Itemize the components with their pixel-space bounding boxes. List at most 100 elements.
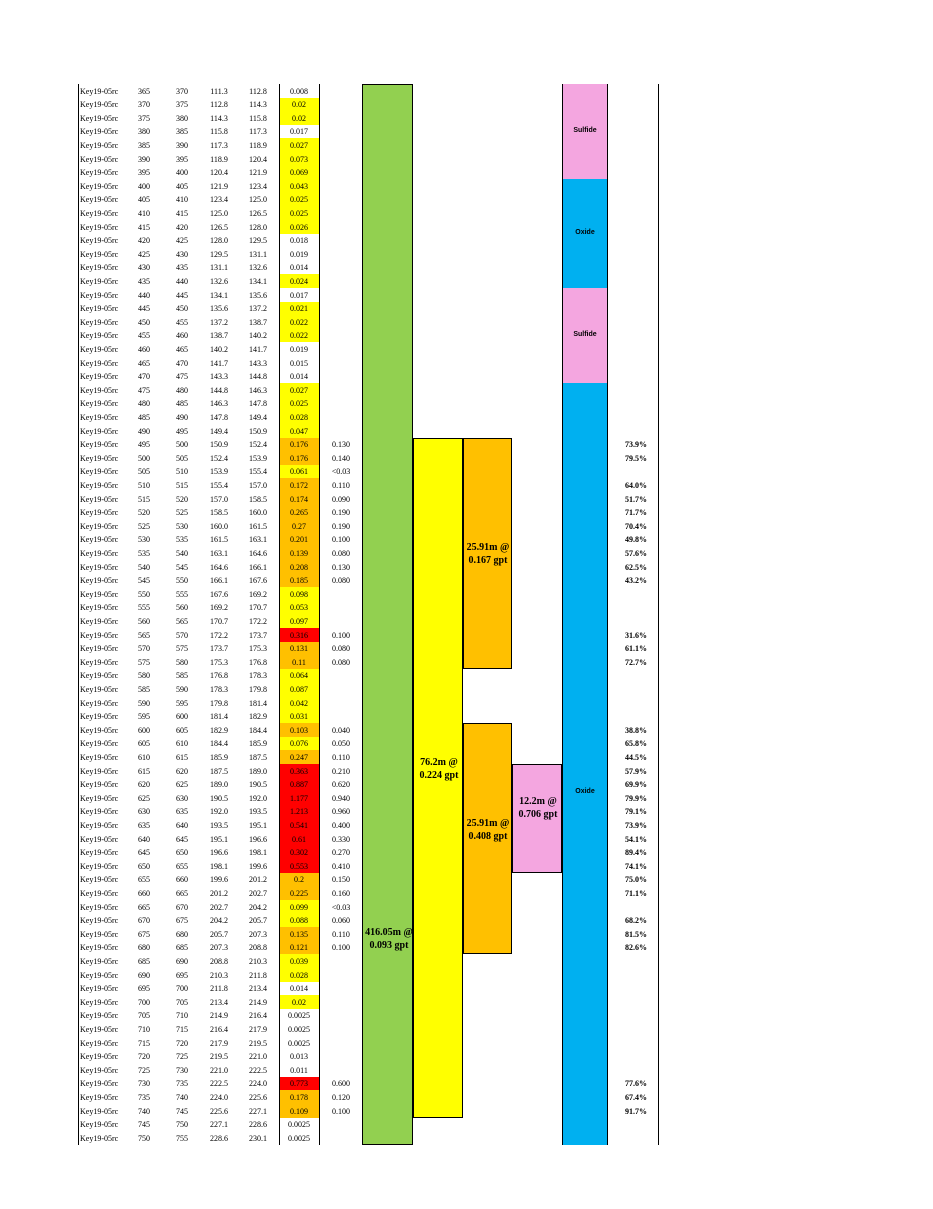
cell-hole-id: Key19-05rc xyxy=(80,943,119,953)
cell-from-ft: 505 xyxy=(138,467,150,477)
cell-au-grade: 0.225 xyxy=(290,888,308,898)
cell-to-ft: 700 xyxy=(176,984,188,994)
au-grade-fill xyxy=(279,709,319,724)
au-grade-fill xyxy=(279,573,319,588)
cell-au-cyanide: 0.080 xyxy=(332,657,350,667)
cell-from-ft: 455 xyxy=(138,331,150,341)
cell-to-m: 169.2 xyxy=(249,589,267,599)
cell-to-ft: 425 xyxy=(176,236,188,246)
cell-to-ft: 380 xyxy=(176,113,188,123)
cell-from-ft: 725 xyxy=(138,1065,150,1075)
cell-to-ft: 555 xyxy=(176,589,188,599)
cell-to-m: 198.1 xyxy=(249,848,267,858)
cell-to-m: 179.8 xyxy=(249,684,267,694)
cell-from-ft: 640 xyxy=(138,834,150,844)
au-grade-fill xyxy=(279,900,319,915)
cell-to-m: 196.6 xyxy=(249,834,267,844)
cell-hole-id: Key19-05rc xyxy=(80,916,119,926)
cell-au-grade: 0.053 xyxy=(290,603,308,613)
au-grade-fill xyxy=(279,818,319,833)
cell-au-cyanide: 0.060 xyxy=(332,916,350,926)
cell-hole-id: Key19-05rc xyxy=(80,181,119,191)
au-grade-fill xyxy=(279,437,319,452)
cell-to-m: 167.6 xyxy=(249,576,267,586)
cell-from-ft: 630 xyxy=(138,807,150,817)
cell-from-ft: 645 xyxy=(138,848,150,858)
cell-to-m: 126.5 xyxy=(249,208,267,218)
cell-from-ft: 735 xyxy=(138,1092,150,1102)
cell-to-m: 225.6 xyxy=(249,1092,267,1102)
cell-recovery: 72.7% xyxy=(625,657,647,667)
cell-from-ft: 695 xyxy=(138,984,150,994)
au-grade-fill xyxy=(279,505,319,520)
cell-to-m: 185.9 xyxy=(249,739,267,749)
cell-au-grade: 0.017 xyxy=(290,127,308,137)
cell-from-ft: 535 xyxy=(138,548,150,558)
cell-au-cyanide: 0.400 xyxy=(332,820,350,830)
cell-to-m: 125.0 xyxy=(249,195,267,205)
cell-from-ft: 400 xyxy=(138,181,150,191)
cell-to-ft: 550 xyxy=(176,576,188,586)
cell-au-grade: 0.11 xyxy=(292,657,306,667)
cell-to-m: 204.2 xyxy=(249,902,267,912)
cell-au-grade: 0.302 xyxy=(290,848,308,858)
cell-to-ft: 605 xyxy=(176,725,188,735)
cell-from-ft: 475 xyxy=(138,385,150,395)
cell-hole-id: Key19-05rc xyxy=(80,1024,119,1034)
cell-au-grade: 0.019 xyxy=(290,344,308,354)
cell-hole-id: Key19-05rc xyxy=(80,304,119,314)
interval-bar xyxy=(362,84,413,1145)
cell-from-m: 135.6 xyxy=(210,304,228,314)
cell-to-ft: 715 xyxy=(176,1024,188,1034)
cell-recovery: 79.9% xyxy=(625,793,647,803)
cell-to-ft: 575 xyxy=(176,644,188,654)
cell-from-m: 161.5 xyxy=(210,535,228,545)
cell-recovery: 49.8% xyxy=(625,535,647,545)
cell-to-m: 147.8 xyxy=(249,399,267,409)
au-grade-fill xyxy=(279,587,319,602)
cell-from-m: 160.0 xyxy=(210,521,228,531)
au-grade-fill xyxy=(279,1022,319,1037)
cell-hole-id: Key19-05rc xyxy=(80,589,119,599)
cell-au-grade: 0.021 xyxy=(290,304,308,314)
cell-to-m: 129.5 xyxy=(249,236,267,246)
cell-recovery: 71.7% xyxy=(625,508,647,518)
cell-hole-id: Key19-05rc xyxy=(80,1079,119,1089)
cell-hole-id: Key19-05rc xyxy=(80,875,119,885)
cell-to-m: 230.1 xyxy=(249,1133,267,1143)
cell-au-grade: 0.541 xyxy=(290,820,308,830)
au-grade-fill xyxy=(279,220,319,235)
cell-au-grade: 0.064 xyxy=(290,671,308,681)
cell-au-grade: 0.099 xyxy=(290,902,308,912)
cell-au-grade: 0.176 xyxy=(290,440,308,450)
cell-from-m: 172.2 xyxy=(210,630,228,640)
cell-au-grade: 0.018 xyxy=(290,236,308,246)
cell-to-m: 135.6 xyxy=(249,290,267,300)
cell-au-grade: 0.025 xyxy=(290,195,308,205)
cell-from-m: 125.0 xyxy=(210,208,228,218)
cell-to-ft: 505 xyxy=(176,453,188,463)
au-grade-fill xyxy=(279,288,319,303)
cell-recovery: 73.9% xyxy=(625,820,647,830)
cell-from-ft: 675 xyxy=(138,929,150,939)
au-grade-fill xyxy=(279,804,319,819)
cell-au-grade: 0.0025 xyxy=(288,1011,310,1021)
cell-from-ft: 365 xyxy=(138,86,150,96)
cell-from-m: 134.1 xyxy=(210,290,228,300)
cell-to-m: 134.1 xyxy=(249,276,267,286)
cell-au-grade: 0.087 xyxy=(290,684,308,694)
cell-from-ft: 445 xyxy=(138,304,150,314)
cell-au-grade: 0.098 xyxy=(290,589,308,599)
cell-hole-id: Key19-05rc xyxy=(80,671,119,681)
cell-to-m: 161.5 xyxy=(249,521,267,531)
lithology-label: Sulfide xyxy=(573,330,597,338)
cell-au-grade: 0.015 xyxy=(290,358,308,368)
cell-recovery: 81.5% xyxy=(625,929,647,939)
cell-to-ft: 610 xyxy=(176,739,188,749)
cell-hole-id: Key19-05rc xyxy=(80,848,119,858)
cell-from-m: 189.0 xyxy=(210,780,228,790)
cell-au-cyanide: 0.190 xyxy=(332,521,350,531)
cell-au-cyanide: 0.080 xyxy=(332,576,350,586)
cell-au-grade: 0.019 xyxy=(290,249,308,259)
cell-hole-id: Key19-05rc xyxy=(80,603,119,613)
